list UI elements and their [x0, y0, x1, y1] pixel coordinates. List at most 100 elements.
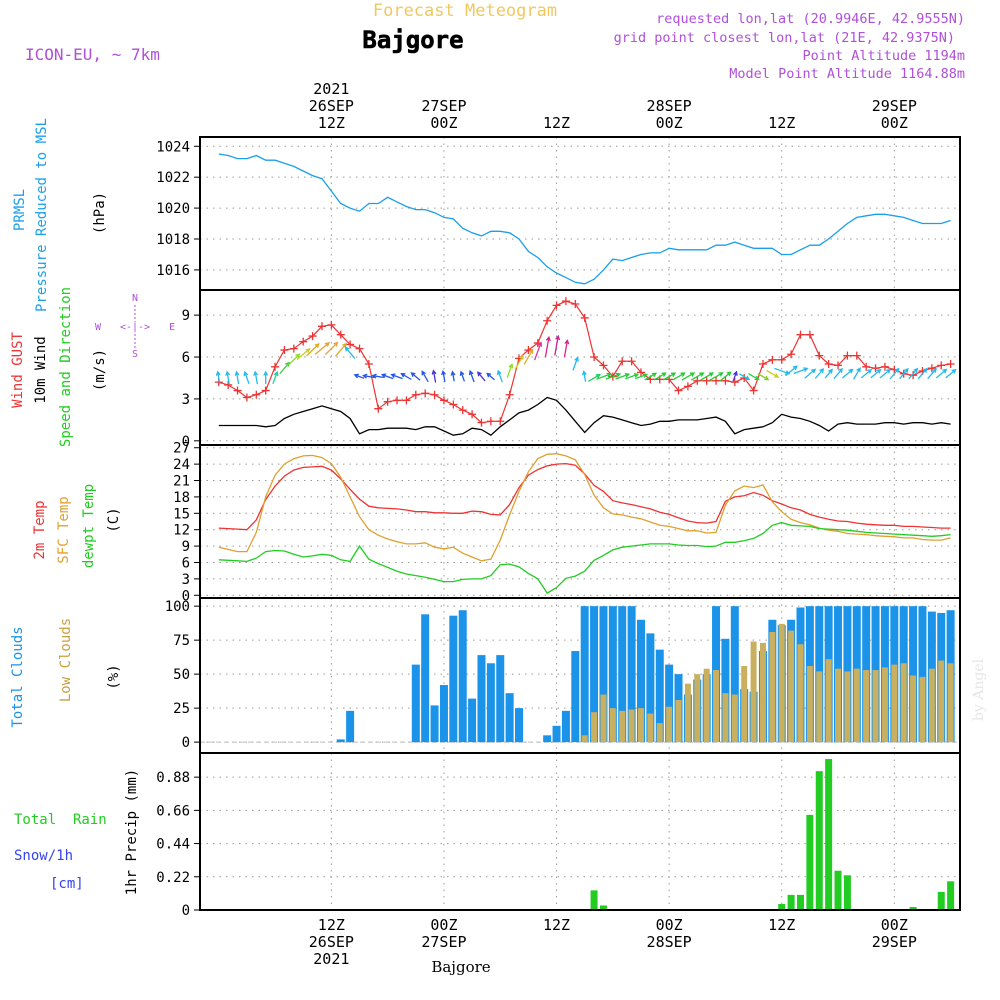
ytick-label: 0.22 — [156, 870, 190, 886]
gust-marker — [815, 351, 824, 360]
panel-1: 0 3 6 9 — [182, 289, 961, 450]
precip-bar — [825, 759, 833, 910]
gust-marker — [496, 417, 505, 426]
total-cloud-bar — [515, 708, 524, 743]
low-cloud-bar — [816, 671, 823, 743]
bottom-time-label: 00Z — [881, 916, 908, 934]
model-label: ICON-EU, ~ 7km — [25, 45, 160, 64]
temp-unit: (C) — [106, 507, 122, 532]
snow-label: Snow/1h — [14, 848, 73, 864]
ytick-label: 0.88 — [156, 770, 190, 786]
low-cloud-bar — [609, 708, 616, 743]
wind-axis-labels: Wind GUST 10m Wind Speed and Direction (… — [10, 287, 108, 447]
low-cloud-bar — [797, 644, 804, 743]
precip-bar — [787, 894, 795, 910]
total-cloud-bar — [655, 649, 664, 743]
wind-arrow — [253, 370, 259, 385]
footer-station: Bajgore — [431, 958, 490, 976]
gust-marker — [777, 355, 786, 364]
wind-arrow — [709, 372, 724, 381]
gust-marker — [430, 390, 439, 399]
panel-4: 0 0.22 0.44 0.66 0.88 — [156, 752, 961, 919]
ytick-label: 0 — [182, 735, 190, 751]
compass-south: S — [132, 349, 138, 360]
forecast-title: Forecast Meteogram — [373, 1, 557, 21]
gust-marker — [393, 396, 402, 405]
precip-bar — [590, 890, 598, 910]
wind-arrow — [833, 367, 843, 380]
total-cloud-bar — [449, 615, 458, 743]
total-cloud-bar — [918, 606, 927, 743]
low-clouds-label: Low Clouds — [58, 618, 74, 702]
wind-arrow — [719, 371, 732, 382]
low-cloud-bar — [591, 712, 598, 743]
sfc-temp-line — [218, 453, 951, 562]
wind-speed-line — [218, 396, 951, 437]
low-cloud-bar — [910, 675, 917, 743]
top-time-label: 00Z — [430, 114, 457, 132]
ytick-label: 21 — [173, 474, 190, 490]
gust-marker — [702, 376, 711, 385]
low-cloud-bar — [919, 676, 926, 743]
pressure-line — [218, 153, 951, 285]
gust-label: Wind GUST — [10, 332, 26, 408]
wind-arrow — [496, 369, 503, 383]
ytick-label: 12 — [173, 523, 190, 539]
panel-3: 0 25 50 75 100 — [165, 597, 961, 754]
total-cloud-bar — [477, 655, 486, 743]
gust-marker — [271, 362, 280, 371]
wind-arrow — [804, 368, 817, 379]
wind-arrow — [899, 367, 909, 380]
compass-north: N — [132, 293, 138, 304]
gust-marker — [561, 297, 570, 306]
panel-frame — [199, 289, 961, 446]
total-cloud-bar — [336, 739, 345, 743]
gust-marker — [486, 417, 495, 426]
wind-arrow — [681, 372, 696, 381]
compass-rose: N S W E <-|-> — [95, 293, 175, 360]
low-cloud-bar — [825, 659, 832, 743]
wind-arrow — [477, 371, 486, 382]
top-time-label: 00Z — [881, 114, 908, 132]
precip-bar — [796, 894, 804, 910]
gust-marker — [927, 364, 936, 373]
bottom-time-label: 2021 — [313, 950, 349, 968]
pressure-label-2: Pressure Reduced to MSL — [34, 118, 50, 312]
gust-marker — [909, 371, 918, 380]
wind-arrow — [410, 372, 421, 381]
wind-arrow — [243, 370, 250, 385]
wind-arrow — [390, 373, 403, 380]
requested-coords: requested lon,lat (20.9946E, 42.9555N) — [656, 11, 965, 27]
low-cloud-bar — [844, 671, 851, 743]
gust-marker — [580, 313, 589, 322]
bottom-time-label: 12Z — [543, 916, 570, 934]
snow-unit-label: [cm] — [50, 876, 84, 892]
ytick-label: 0.44 — [156, 837, 190, 853]
gust-marker — [805, 330, 814, 339]
gust-marker — [599, 361, 608, 370]
gust-marker — [346, 340, 355, 349]
wind-arrow — [371, 373, 384, 379]
total-cloud-bar — [608, 606, 617, 743]
ytick-label: 9 — [182, 308, 190, 324]
gust-marker — [862, 362, 871, 371]
gust-marker — [618, 357, 627, 366]
wind-arrow — [421, 370, 429, 383]
precip-bar — [834, 870, 842, 910]
gust-marker — [402, 396, 411, 405]
wind-arrow — [287, 353, 301, 366]
wind-unit: (m/s) — [92, 349, 108, 391]
wind-arrow — [362, 373, 375, 379]
total-cloud-bar — [646, 633, 655, 743]
wind-arrow — [450, 370, 456, 382]
precip-axis-title: 1hr Precip (mm) — [124, 769, 140, 895]
watermark: by Angel — [971, 658, 987, 721]
low-cloud-bar — [581, 735, 588, 743]
ytick-label: 24 — [173, 457, 190, 473]
wind-arrow — [335, 342, 347, 357]
gust-marker — [477, 418, 486, 427]
wind-arrow — [927, 367, 937, 380]
gust-marker — [421, 389, 430, 398]
low-cloud-bar — [666, 706, 673, 743]
